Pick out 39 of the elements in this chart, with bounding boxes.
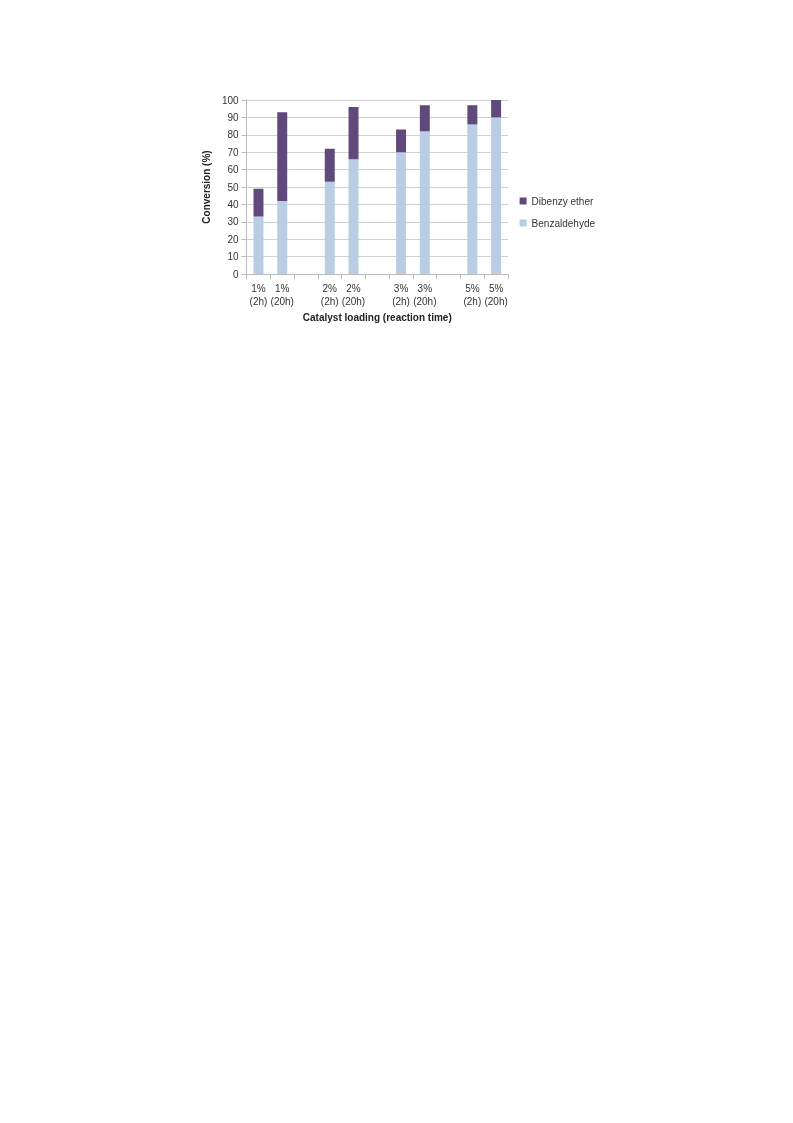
x-tick-label: 3% (2h) xyxy=(392,283,410,307)
y-axis-title: Conversion (%) xyxy=(200,150,212,224)
bar xyxy=(467,105,478,125)
y-tick-label: 20 xyxy=(227,233,240,245)
bar xyxy=(396,129,407,153)
x-tick-label: 5% (20h) xyxy=(484,283,508,307)
bar xyxy=(277,112,288,201)
y-tick-label: 60 xyxy=(227,164,240,176)
x-tick-label: 1% (20h) xyxy=(270,283,294,307)
bar xyxy=(491,100,502,118)
y-tick-label: 90 xyxy=(227,111,240,123)
bar xyxy=(253,216,264,274)
y-tick-label: 0 xyxy=(233,268,240,280)
bar xyxy=(324,181,335,274)
x-tick-label: 2% (2h) xyxy=(320,283,339,307)
x-tick-label: 1% (2h) xyxy=(249,283,268,307)
bar xyxy=(396,152,407,274)
y-tick-label: 70 xyxy=(227,146,240,158)
bar xyxy=(253,188,264,217)
legend-label: Benzaldehyde xyxy=(531,217,596,229)
bar xyxy=(419,105,430,132)
legend-label: Dibenzy ether xyxy=(531,195,594,207)
x-tick-label: 5% (2h) xyxy=(463,283,482,307)
bar xyxy=(324,148,335,182)
x-tick-label: 3% (20h) xyxy=(413,283,437,307)
y-tick-label: 40 xyxy=(227,198,240,210)
bar xyxy=(491,117,502,274)
y-tick-label: 10 xyxy=(227,251,240,263)
bar xyxy=(467,124,478,274)
y-tick-label: 100 xyxy=(221,94,240,106)
y-tick-label: 30 xyxy=(227,216,240,228)
y-tick-label: 80 xyxy=(227,129,240,141)
bar xyxy=(419,131,430,274)
bar xyxy=(348,106,359,160)
x-tick-label: 2% (20h) xyxy=(341,283,366,307)
y-tick-label: 50 xyxy=(227,181,240,193)
bar xyxy=(277,200,288,274)
bar xyxy=(348,159,359,274)
x-axis-title: Catalyst loading (reaction time) xyxy=(302,312,452,324)
